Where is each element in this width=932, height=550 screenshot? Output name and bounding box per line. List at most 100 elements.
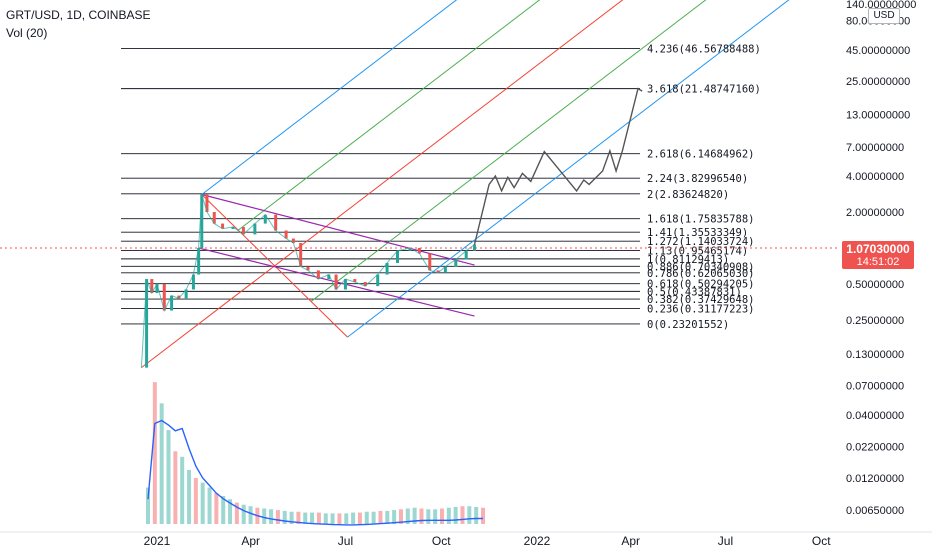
volume-tick-label: 0.04000000 [846,410,904,422]
volume-bar [337,513,342,524]
price-candle [428,253,432,271]
symbol-title[interactable]: GRT/USD, 1D, COINBASE [6,8,151,22]
fib-level-label: 0.5(0.43387831) [647,286,742,298]
descending-channel [198,193,475,317]
volume-bar [405,508,410,524]
price-candle [191,274,195,290]
price-candle [170,295,174,311]
volume-bar [474,506,479,524]
price-axis-panel[interactable] [840,0,932,550]
volume-bar [371,511,376,524]
price-tick-label: 13.00000000 [846,110,910,122]
price-candle [454,259,458,267]
volume-bar [187,469,192,524]
volume-bar [446,507,451,524]
volume-bar [316,512,321,524]
price-candle [395,250,399,263]
volume-bar [289,511,294,524]
price-candle [197,248,201,275]
fib-level-label: 1.13(0.95465174) [647,245,748,257]
volume-bar [275,510,280,524]
fib-extension-levels [121,47,640,325]
currency-button[interactable]: USD [868,8,900,24]
volume-bar [385,510,390,524]
price-candle [327,274,331,280]
price-candle [306,266,310,271]
volume-bar [323,513,328,524]
price-candle [385,262,389,275]
volume-bar [378,510,383,524]
volume-bar [214,493,219,524]
price-candle [263,214,267,224]
price-candle [417,248,421,254]
volume-bar [453,506,458,524]
price-candle [274,214,278,231]
price-candle [408,248,412,251]
fib-level-label: 0.786(0.62065030) [647,268,754,280]
volume-bar [460,506,465,524]
volume-bar [433,509,438,524]
price-candle [221,223,225,229]
volume-bar [228,499,233,524]
price-candle [150,279,154,294]
volume-bar [439,508,444,524]
volume-bar [146,487,150,524]
price-tick-label: 0.50000000 [846,279,904,291]
price-axis: 80.0000000045.0000000025.0000000013.0000… [846,0,916,517]
fib-level-label: 0.886(0.70340908) [647,261,754,273]
volume-bar [152,382,157,524]
volume-bar [248,506,253,524]
price-candle [212,211,216,224]
volume-bar [221,496,226,524]
price-candle [299,243,303,267]
pitchfork-upper-warning-line [237,0,541,231]
current-price-value: 1.07030000 [846,242,910,256]
price-tick-label: 7.00000000 [846,142,904,154]
volume-indicator-label[interactable]: Vol (20) [6,26,48,40]
price-candle [253,223,257,235]
volume-tick-label: 0.01200000 [846,473,904,485]
volume-bar [234,502,239,524]
volume-bar [467,506,472,524]
volume-bar [412,507,417,524]
price-candle [145,279,149,368]
pitchfork-median-line [141,0,624,369]
price-tick-label: 4.00000000 [846,171,904,183]
fib-level-label: 0(0.23201552) [647,319,729,331]
price-candle [155,284,159,294]
time-tick-label: 2022 [524,534,551,548]
fib-level-label: 3.618(21.48747160) [647,84,761,96]
channel-upper-line [201,193,475,266]
volume-bar [392,510,397,524]
projection-path [473,87,643,245]
fib-level-label: 2.618(6.14684962) [647,149,754,161]
volume-tick-label: 0.00650000 [846,505,904,517]
price-candle [343,279,347,290]
volume-tick-label: 0.02200000 [846,441,904,453]
price-candle [464,250,468,260]
price-tick-label: 2.00000000 [846,207,904,219]
price-candle [376,274,380,287]
price-candle [200,194,204,248]
volume-bar [193,478,198,524]
volume-bar [296,511,301,524]
pitchfork-upper-line [201,0,458,195]
pitchfork-lower-line [347,0,790,338]
volume-bar [241,504,246,524]
projection-line [473,87,643,245]
pitchfork-handle-line [201,194,348,338]
volume-bar [330,513,335,524]
fib-level-labels: 4.236(46.56788488) 3.618(21.48747160) 2.61… [647,43,761,330]
price-candle [291,238,295,244]
price-candle [284,230,288,239]
volume-bar [207,487,212,524]
volume-bar [282,510,287,524]
volume-bar [262,508,267,524]
volume-bar [344,513,349,524]
volume-bar [173,451,178,524]
price-candle [162,284,166,311]
volume-bar [351,512,356,524]
fib-level-label: 1.41(1.35533349) [647,227,748,239]
fib-level-label: 1.618(1.75835788) [647,214,754,226]
